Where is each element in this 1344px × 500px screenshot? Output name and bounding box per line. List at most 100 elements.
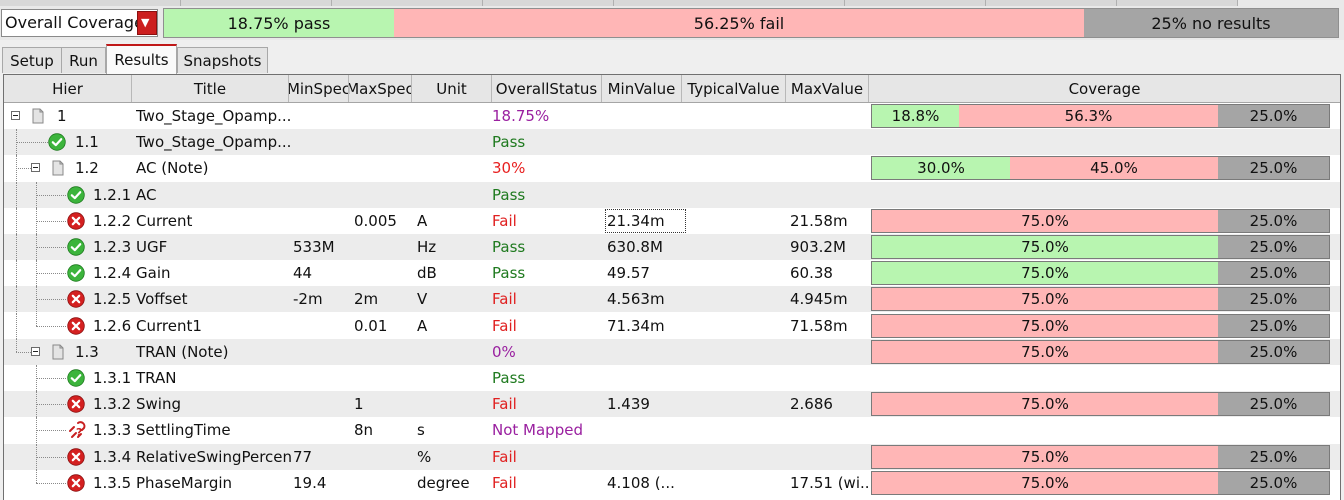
status-cell: Not Mapped: [492, 421, 583, 439]
coverage-bar: 75.0% 25.0%: [871, 314, 1330, 338]
document-icon: [49, 159, 67, 177]
tab-snapshots[interactable]: Snapshots: [177, 47, 268, 73]
hier-cell: 1: [57, 107, 67, 125]
coverage-bar: 75.0% 25.0%: [871, 471, 1330, 495]
tab-setup[interactable]: Setup: [2, 47, 62, 73]
maxspec-cell: [354, 444, 409, 470]
table-row[interactable]: 1.2.4 Gain 44 dB Pass 49.57 60.38 75.0% 25.0%: [4, 260, 1340, 286]
table-row[interactable]: 1.2.3 UGF 533M Hz Pass 630.8M 903.2M 75.0% 25.0%: [4, 234, 1340, 260]
collapse-toggle-icon[interactable]: [11, 111, 20, 120]
tree-line: [16, 313, 17, 339]
hier-cell: 1.3.1: [93, 369, 132, 387]
collapse-toggle-icon[interactable]: [31, 163, 40, 172]
tree-line: [16, 260, 17, 286]
minvalue-cell: [607, 365, 685, 391]
tree-line: [36, 221, 66, 222]
unit-cell: [417, 391, 487, 417]
col-coverage[interactable]: Coverage: [1068, 79, 1141, 98]
coverage-pass-segment: 30.0%: [872, 157, 1010, 179]
minspec-cell: 44: [293, 264, 313, 282]
table-row[interactable]: 1.2.6 Current1 0.01 A Fail 71.34m 71.58m 75.0% 2…: [4, 313, 1340, 339]
col-hier[interactable]: Hier: [4, 75, 132, 102]
summary-fail: 56.25% fail: [394, 9, 1084, 37]
table-row[interactable]: 1.2.5 Voffset -2m 2m V Fail 4.563m 4.945m 75.0% 2…: [4, 286, 1340, 312]
table-row[interactable]: ? 1.3.3 SettlingTime 8n s Not Mapped: [4, 417, 1340, 443]
minspec-cell: [293, 182, 348, 208]
table-row[interactable]: 1.3.4 RelativeSwingPercent 77% Fail 75.0% 25.…: [4, 444, 1340, 470]
fail-x-icon: [67, 212, 85, 230]
title-cell: Two_Stage_Opamp...: [136, 133, 291, 151]
maxspec-cell: 1: [354, 395, 364, 413]
coverage-pass-segment: 18.8%: [872, 105, 959, 127]
svg-text:?: ?: [76, 426, 82, 439]
status-cell: Pass: [492, 186, 526, 204]
fail-x-icon: [67, 474, 85, 492]
col-minvalue[interactable]: MinValue: [602, 75, 682, 102]
dropdown-arrow-icon[interactable]: ▼: [137, 11, 157, 35]
col-overallstatus[interactable]: OverallStatus: [492, 75, 602, 102]
col-title[interactable]: Title: [132, 75, 289, 102]
col-unit[interactable]: Unit: [412, 75, 492, 102]
title-cell: Current1: [136, 317, 202, 335]
minvalue-cell: [607, 339, 685, 365]
broken-link-icon: ?: [67, 420, 87, 440]
fail-x-icon: [67, 395, 85, 413]
coverage-fail-segment: 56.3%: [959, 105, 1218, 127]
status-cell: Fail: [492, 474, 517, 492]
maxvalue-cell: [790, 129, 868, 155]
title-cell: RelativeSwingPercent: [136, 448, 291, 466]
col-minspec[interactable]: MinSpec: [289, 75, 349, 102]
minspec-cell: [293, 339, 348, 365]
title-cell: TRAN (Note): [136, 343, 229, 361]
table-row[interactable]: 1.2 AC (Note) 30% 30.0% 45.0% 25.0%: [4, 155, 1340, 181]
minspec-cell: [293, 155, 348, 181]
table-row[interactable]: 1.3.2 Swing 1 Fail 1.439 2.686 75.0% 25.0%: [4, 391, 1340, 417]
hier-cell: 1.2.1: [93, 186, 132, 204]
coverage-noresult-segment: 25.0%: [1218, 210, 1329, 232]
minvalue-cell: 4.108 (...: [607, 474, 675, 492]
maxvalue-cell: [790, 365, 868, 391]
table-row[interactable]: 1.3.1 TRAN Pass: [4, 365, 1340, 391]
title-cell: Voffset: [136, 290, 188, 308]
table-row[interactable]: 1.1 Two_Stage_Opamp... Pass: [4, 129, 1340, 155]
tab-stub: [614, 0, 845, 6]
coverage-bar: 75.0% 25.0%: [871, 209, 1330, 233]
table-row[interactable]: 1.2.1 AC Pass: [4, 182, 1340, 208]
tab-results[interactable]: Results: [106, 44, 177, 74]
typicalvalue-cell: [687, 391, 785, 417]
table-row[interactable]: 1.2.2 Current 0.005 A Fail 21.34m 21.58m 75.0% 2…: [4, 208, 1340, 234]
unit-cell: V: [417, 290, 428, 308]
unit-cell: dB: [417, 264, 437, 282]
col-maxspec[interactable]: MaxSpec: [349, 75, 412, 102]
typicalvalue-cell: [687, 470, 785, 496]
col-maxvalue[interactable]: MaxValue: [786, 75, 869, 102]
unit-cell: [417, 129, 487, 155]
minspec-cell: [293, 129, 348, 155]
collapse-toggle-icon[interactable]: [31, 347, 40, 356]
table-row[interactable]: 1 Two_Stage_Opamp... 18.75% 18.8% 56.3% 25.0%: [4, 103, 1340, 129]
maxvalue-cell: [790, 444, 868, 470]
table-row[interactable]: 1.3.5 PhaseMargin 19.4 degree Fail 4.108 (...…: [4, 470, 1340, 496]
typicalvalue-cell: [687, 286, 785, 312]
maxspec-cell: [354, 470, 409, 496]
coverage-select[interactable]: [1, 9, 158, 37]
minvalue-cell: [607, 417, 685, 443]
maxvalue-cell: 903.2M: [790, 238, 846, 256]
status-cell: Fail: [492, 395, 517, 413]
table-row[interactable]: 1.3 TRAN (Note) 0% 75.0% 25.0%: [4, 339, 1340, 365]
pass-check-icon: [67, 186, 85, 204]
tree-line: [36, 483, 66, 484]
typicalvalue-cell: [687, 444, 785, 470]
coverage-noresult-segment: 25.0%: [1218, 341, 1329, 363]
col-typicalvalue[interactable]: TypicalValue: [682, 75, 786, 102]
unit-cell: [417, 103, 487, 129]
tree-line: [36, 247, 66, 248]
coverage-fail-segment: 75.0%: [872, 446, 1218, 468]
coverage-noresult-segment: 25.0%: [1218, 315, 1329, 337]
hier-cell: 1.3: [75, 343, 99, 361]
tab-run[interactable]: Run: [61, 47, 106, 73]
tab-stub: [0, 0, 181, 6]
table-header: Hier Title MinSpec MaxSpec Unit OverallS…: [4, 75, 1340, 103]
maxspec-cell: [354, 103, 409, 129]
coverage-noresult-segment: 25.0%: [1218, 446, 1329, 468]
